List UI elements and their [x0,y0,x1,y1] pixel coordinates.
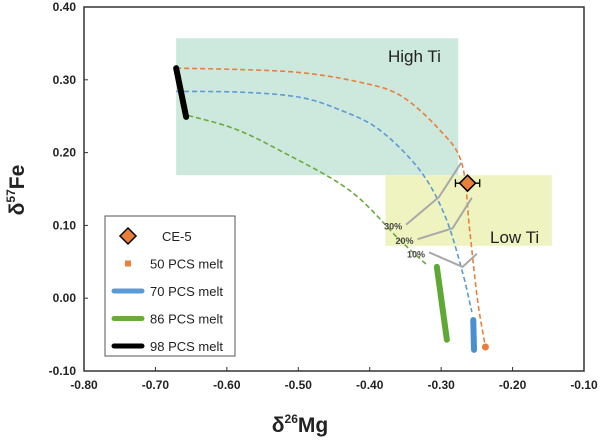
melting-line-30% [405,162,462,226]
legend-marker-square [125,260,131,267]
orange-endpoint [481,343,489,351]
region-label-low-ti: Low Ti [490,228,539,247]
region-label-high-ti: High Ti [388,47,441,66]
melt-track-2 [173,65,190,120]
x-tick-label: -0.10 [570,378,598,392]
x-axis-label: δ26Mg [272,412,328,437]
model-curve-0 [176,67,487,348]
legend-label: 70 PCS melt [150,284,223,299]
region-high-ti [176,38,459,176]
x-tick-label: -0.80 [70,378,98,392]
x-tick-label: -0.30 [427,378,455,392]
melting-line-10% [428,251,478,269]
model-curve-2 [188,114,429,267]
x-tick-label: -0.40 [356,378,384,392]
x-tick-label: -0.20 [499,378,527,392]
legend: CE-5 50 PCS melt 70 PCS melt 86 PCS melt 98 … [104,215,236,357]
melting-label: 30% [384,222,402,232]
y-tick-label: 0.40 [53,0,77,14]
y-tick-label: -0.10 [49,364,77,378]
legend-label: 98 PCS melt [150,339,223,354]
legend-label: CE-5 [162,229,192,244]
plot-frame [83,6,585,372]
legend-marker-diamond [118,226,138,246]
melting-label: 10% [407,249,425,259]
y-axis-label: δ57Fe [4,165,29,216]
x-tick-label: -0.60 [213,378,241,392]
y-tick-label: 0.00 [53,291,77,305]
model-curve-1 [176,90,473,313]
melt-track-1 [433,263,450,343]
x-tick-label: -0.50 [285,378,313,392]
melting-label: 20% [396,236,414,246]
y-tick-label: 0.10 [53,218,77,232]
melt-track-0 [470,317,477,353]
legend-label: 50 PCS melt [150,257,223,272]
y-tick-label: 0.30 [53,73,77,87]
x-tick-label: -0.70 [142,378,170,392]
y-tick-label: 0.20 [53,146,77,160]
legend-label: 86 PCS melt [150,312,223,327]
sample-point-ce5 [458,174,477,193]
melting-line-20% [417,197,473,241]
